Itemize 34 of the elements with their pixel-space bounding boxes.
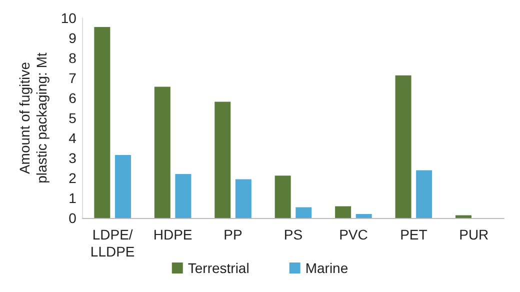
bar	[395, 75, 412, 218]
y-tick-label: 5	[68, 110, 77, 126]
y-tick-label: 9	[68, 30, 77, 46]
y-tick-label: 3	[68, 150, 77, 166]
bar	[175, 174, 192, 218]
bar	[114, 155, 131, 218]
bar	[416, 170, 432, 218]
legend-label: Marine	[305, 260, 348, 276]
y-tick-label: 1	[68, 190, 77, 206]
y-tick-label: 2	[68, 170, 77, 186]
bar	[235, 179, 252, 218]
y-tick-label: 0	[68, 210, 77, 226]
y-tick-label: 6	[68, 90, 77, 106]
x-tick-label: PVC	[339, 226, 368, 242]
x-tick-label: PS	[284, 226, 303, 242]
bar	[455, 215, 472, 218]
bar	[154, 86, 170, 218]
bar	[214, 102, 231, 218]
y-tick-label: 10	[60, 10, 77, 26]
y-tick-label: 7	[68, 70, 77, 86]
y-tick-label: 8	[68, 50, 77, 66]
bar	[356, 214, 372, 218]
bar	[335, 206, 352, 218]
bar	[296, 207, 312, 218]
bar	[94, 27, 110, 218]
x-tick-label: PP	[224, 226, 242, 242]
y-tick-label: 4	[68, 130, 77, 146]
x-tick-label: PET	[400, 226, 428, 242]
x-tick-label: PUR	[459, 226, 489, 242]
x-tick-label: HDPE	[153, 226, 192, 242]
x-tick-label: LDPE/ LLDPE	[90, 226, 135, 260]
y-axis-title: Amount of fugitive plastic packaging: Mt	[16, 52, 50, 184]
legend-label: Terrestrial	[188, 260, 250, 276]
bar	[274, 176, 291, 218]
